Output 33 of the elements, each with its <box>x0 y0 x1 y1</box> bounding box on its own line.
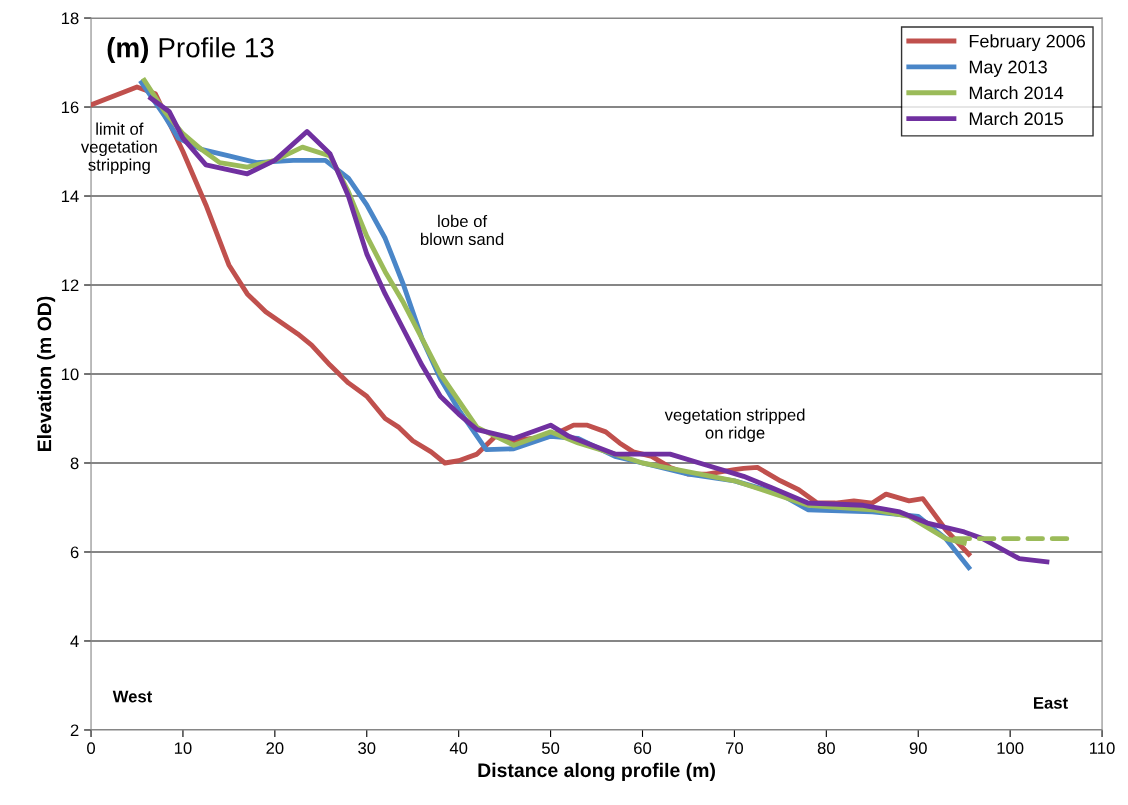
annotation: limit of vegetation stripping <box>80 122 157 175</box>
x-tick-label: 50 <box>541 742 560 755</box>
x-tick-label: 90 <box>909 742 927 755</box>
annotation: lobe of blown sand <box>421 214 504 246</box>
x-tick-label: 110 <box>1090 742 1115 755</box>
y-tick-label: 12 <box>61 279 79 292</box>
annotation: West <box>112 690 153 703</box>
text: (m) Profile 13 <box>107 37 274 64</box>
x-tick-label: 70 <box>726 742 744 755</box>
y-tick-label: 10 <box>61 368 79 381</box>
y-tick-label: 18 <box>61 12 79 25</box>
legend-label: March 2014 <box>969 86 1064 100</box>
legend-label: May 2013 <box>969 60 1047 77</box>
y-axis-title: Elevation (m OD) <box>37 296 56 452</box>
y-tick-label: 16 <box>61 101 79 114</box>
y-tick-label: 14 <box>61 190 79 203</box>
x-tick-label: 100 <box>997 742 1024 755</box>
y-tick-label: 2 <box>70 724 79 737</box>
x-axis-title: Distance along profile (m) <box>478 762 715 782</box>
x-tick-label: 0 <box>87 742 96 755</box>
x-tick-label: 60 <box>634 742 652 755</box>
x-tick-label: 40 <box>449 742 468 755</box>
x-tick-label: 20 <box>266 742 284 755</box>
y-tick-label: 8 <box>70 457 79 470</box>
y-tick-label: 6 <box>70 546 79 559</box>
annotation: vegetation stripped on ridge <box>664 408 805 443</box>
x-tick-label: 30 <box>358 742 376 755</box>
y-tick-label: 4 <box>70 635 79 648</box>
legend-label: March 2015 <box>969 111 1063 126</box>
x-tick-label: 80 <box>817 742 835 755</box>
annotation: East <box>1034 697 1068 709</box>
x-tick-label: 10 <box>174 742 192 755</box>
legend-label: February 2006 <box>969 34 1086 52</box>
